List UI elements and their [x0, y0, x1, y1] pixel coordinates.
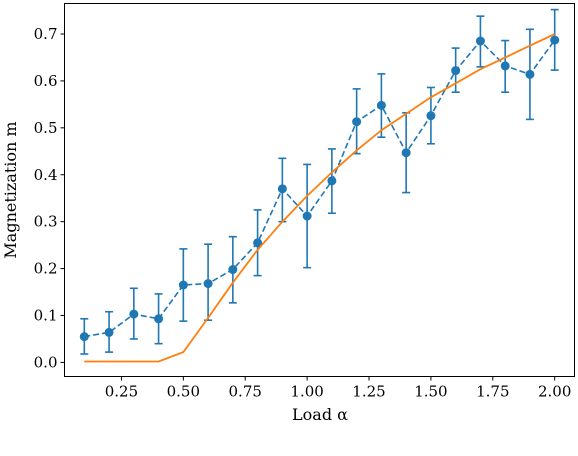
data-point: [154, 314, 164, 324]
x-axis-ticks: 0.25 0.50 0.75 1.00 1.25 1.50 1.75 2.00: [105, 376, 571, 401]
data-point: [401, 148, 411, 158]
x-tick-label: 1.00: [290, 383, 323, 401]
y-tick-label: 0.2: [34, 260, 58, 278]
y-tick-label: 0.4: [34, 166, 58, 184]
y-tick-label: 0.0: [34, 353, 58, 371]
x-tick-label: 0.25: [105, 383, 138, 401]
data-point: [104, 327, 114, 337]
y-tick-label: 0.5: [34, 119, 58, 137]
y-tick-label: 0.6: [34, 72, 58, 90]
data-point: [129, 309, 139, 319]
data-point: [228, 265, 238, 275]
data-point: [500, 61, 510, 71]
data-point: [203, 279, 213, 289]
data-point: [277, 184, 287, 194]
y-tick-label: 0.1: [34, 307, 58, 325]
x-tick-label: 1.50: [414, 383, 447, 401]
data-point: [253, 238, 263, 248]
data-point: [302, 211, 312, 221]
data-point: [550, 35, 560, 45]
series-layer: [79, 8, 560, 363]
data-point: [426, 111, 436, 121]
y-axis-label: Magnetization m: [1, 121, 20, 258]
data-point: [352, 117, 362, 127]
data-point: [327, 176, 337, 186]
x-axis-label: Load α: [292, 405, 348, 424]
y-axis-ticks: 0.0 0.1 0.2 0.3 0.4 0.5 0.6 0.7: [34, 25, 65, 371]
series-1-line: [84, 33, 556, 363]
plot-frame: [64, 3, 575, 377]
x-tick-label: 0.50: [167, 383, 200, 401]
x-tick-label: 1.25: [352, 383, 385, 401]
data-point: [475, 36, 485, 46]
x-tick-label: 0.75: [229, 383, 262, 401]
y-tick-label: 0.3: [34, 213, 58, 231]
data-point: [178, 280, 188, 290]
data-point: [525, 69, 535, 79]
data-point: [451, 66, 461, 76]
data-point: [376, 100, 386, 110]
data-point: [79, 332, 89, 342]
y-tick-label: 0.7: [34, 25, 58, 43]
x-tick-label: 1.75: [476, 383, 509, 401]
x-tick-label: 2.00: [538, 383, 571, 401]
series-0-line: [84, 39, 556, 338]
